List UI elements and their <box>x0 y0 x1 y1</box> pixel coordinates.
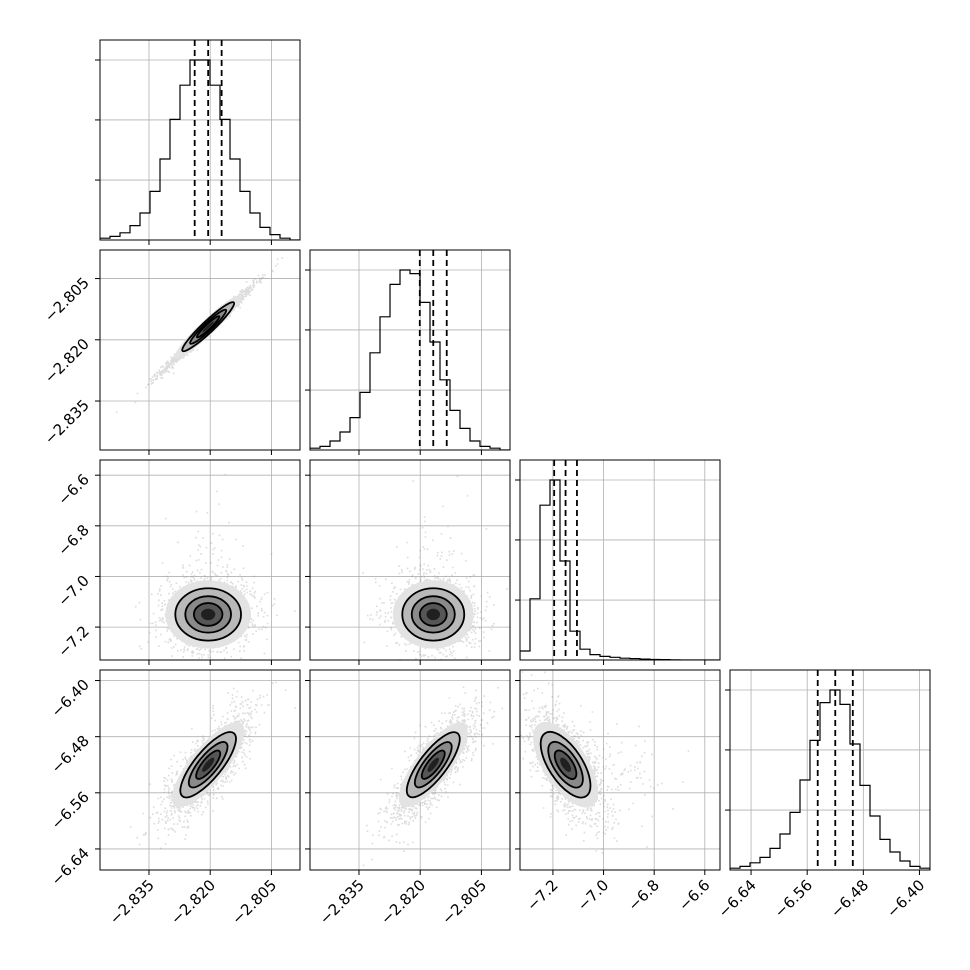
scatter-layer <box>129 681 297 850</box>
panel-2-1 <box>305 459 511 665</box>
x-tick-label: −2.820 <box>377 876 429 928</box>
x-tick-label: −2.835 <box>316 876 368 928</box>
x-tick-label: −6.56 <box>771 876 816 921</box>
density-level-4 <box>427 757 440 772</box>
scatter-layer <box>520 671 690 854</box>
scatter-layer <box>115 257 284 414</box>
y-tick-label: −6.64 <box>48 844 93 889</box>
contour-1 <box>413 741 453 789</box>
x-tick-label: −2.805 <box>228 876 280 928</box>
panel-1-0: −2.835 −2.820 −2.805 <box>41 249 301 455</box>
scatter-points <box>520 671 690 854</box>
x-tick-label: −6.64 <box>715 876 760 921</box>
y-tick-label: −6.40 <box>48 676 93 721</box>
panel-1-1 <box>305 249 511 455</box>
density-level-4 <box>202 757 215 772</box>
histogram-1 <box>310 269 510 450</box>
panel-frame <box>309 459 511 661</box>
panel-frame <box>99 459 301 661</box>
contour-0 <box>418 602 448 627</box>
y-tick-label: −6.56 <box>48 788 93 833</box>
contour-2 <box>401 587 466 642</box>
contour-0 <box>192 602 224 627</box>
contour-0 <box>553 749 578 780</box>
contour-2 <box>539 731 592 799</box>
contour-1 <box>189 308 228 345</box>
density-level-4 <box>201 608 216 621</box>
panel-3-2: −7.2 −7.0 −6.8 −6.6 <box>515 669 721 915</box>
density-level-4 <box>560 757 571 772</box>
contour-1 <box>410 595 456 634</box>
y-tick-label: −6.48 <box>48 732 93 777</box>
contour-1 <box>547 740 584 789</box>
panel-3-3: −6.64 −6.56 −6.48 −6.40 <box>715 669 931 921</box>
contour-2 <box>179 731 237 799</box>
panel-frame <box>729 669 931 871</box>
y-tick-label: −6.8 <box>54 521 92 559</box>
y-tick-label: −7.0 <box>54 572 92 610</box>
x-tick-label: −6.40 <box>883 876 928 921</box>
contour-2 <box>405 731 461 799</box>
contour-1 <box>184 595 232 634</box>
contour-2 <box>174 587 242 642</box>
density-level-4 <box>426 608 441 621</box>
x-tick-label: −6.6 <box>675 876 713 914</box>
contour-0 <box>195 315 221 339</box>
panel-frame <box>99 249 301 451</box>
contour-1 <box>187 741 229 789</box>
x-tick-label: −7.2 <box>523 876 561 914</box>
panel-frame <box>519 459 721 661</box>
panel-3-1: −2.835 −2.820 −2.805 <box>305 669 511 928</box>
x-tick-label: −2.820 <box>167 876 219 928</box>
contour-0 <box>420 749 446 780</box>
x-tick-label: −2.805 <box>438 876 490 928</box>
y-tick-label: −2.835 <box>41 396 93 448</box>
histogram-3 <box>730 689 930 870</box>
histogram-0 <box>100 59 300 240</box>
y-tick-label: −6.6 <box>54 470 92 508</box>
x-tick-label: −2.835 <box>106 876 158 928</box>
x-tick-label: −7.0 <box>574 876 612 914</box>
scatter-points <box>362 475 508 660</box>
panel-frame <box>309 249 511 451</box>
panel-2-2 <box>515 459 721 665</box>
panel-0-0 <box>95 39 301 245</box>
scatter-layer <box>362 475 508 660</box>
scatter-layer <box>134 473 296 660</box>
panel-frame <box>99 39 301 241</box>
contour-2 <box>181 301 236 353</box>
contour-0 <box>195 749 222 780</box>
y-tick-label: −2.820 <box>41 335 93 387</box>
panel-frame <box>99 669 301 871</box>
x-tick-label: −6.8 <box>625 876 663 914</box>
histogram-2 <box>520 479 720 660</box>
panel-frame <box>309 669 511 871</box>
density-level-4 <box>202 321 214 333</box>
y-tick-label: −2.805 <box>41 274 93 326</box>
panel-3-0: −6.64 −6.56 −6.48 −6.40 −2.835 −2.820 −2.805 <box>48 669 301 928</box>
scatter-layer <box>362 686 504 867</box>
y-tick-label: −7.2 <box>54 622 92 660</box>
x-tick-label: −6.48 <box>827 876 872 921</box>
panel-2-0: −7.2 −7.0 −6.8 −6.6 <box>54 459 301 665</box>
panel-frame <box>519 669 721 871</box>
